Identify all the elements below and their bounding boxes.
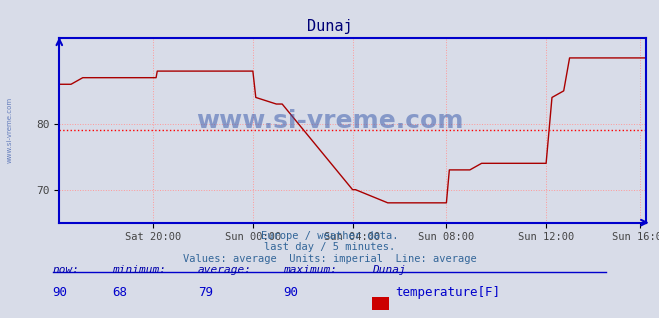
Text: average:: average: [198,266,252,275]
Text: maximum:: maximum: [283,266,337,275]
Text: 90: 90 [53,286,68,299]
Text: Europe / weather data.
last day / 5 minutes.
Values: average  Units: imperial  L: Europe / weather data. last day / 5 minu… [183,231,476,264]
Text: Dunaj: Dunaj [372,266,406,275]
Text: www.si-vreme.com: www.si-vreme.com [196,109,463,133]
Text: minimum:: minimum: [112,266,166,275]
Text: 90: 90 [283,286,299,299]
Text: 68: 68 [112,286,127,299]
Text: Dunaj: Dunaj [306,19,353,34]
Text: 79: 79 [198,286,213,299]
Text: temperature[F]: temperature[F] [395,286,500,299]
Text: www.si-vreme.com: www.si-vreme.com [7,97,13,163]
Text: now:: now: [53,266,80,275]
